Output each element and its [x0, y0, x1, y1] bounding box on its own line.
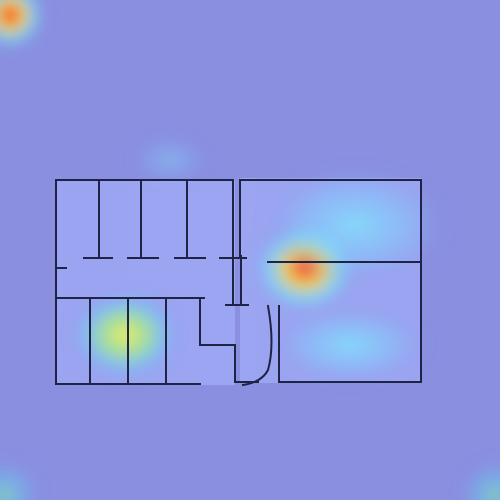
left-wing-outline [55, 179, 234, 385]
hotspot-right-lower-room [270, 305, 430, 385]
hotspot-corner-bottom-left [0, 457, 43, 500]
floorplan-walls [55, 179, 422, 387]
hotspot-mid-top [130, 135, 210, 185]
right-wing-outline [239, 179, 422, 383]
hotspot-lower-left-rooms [70, 290, 180, 380]
hotspot-corner-bottom-right [457, 457, 500, 500]
hotspot-right-upper-room [260, 165, 450, 285]
central-column [225, 255, 249, 306]
top-room-dividers [98, 179, 188, 259]
entrance-curve [241, 304, 273, 387]
hotspot-corner-top-left [0, 0, 48, 53]
bottom-room-dividers [89, 297, 167, 385]
